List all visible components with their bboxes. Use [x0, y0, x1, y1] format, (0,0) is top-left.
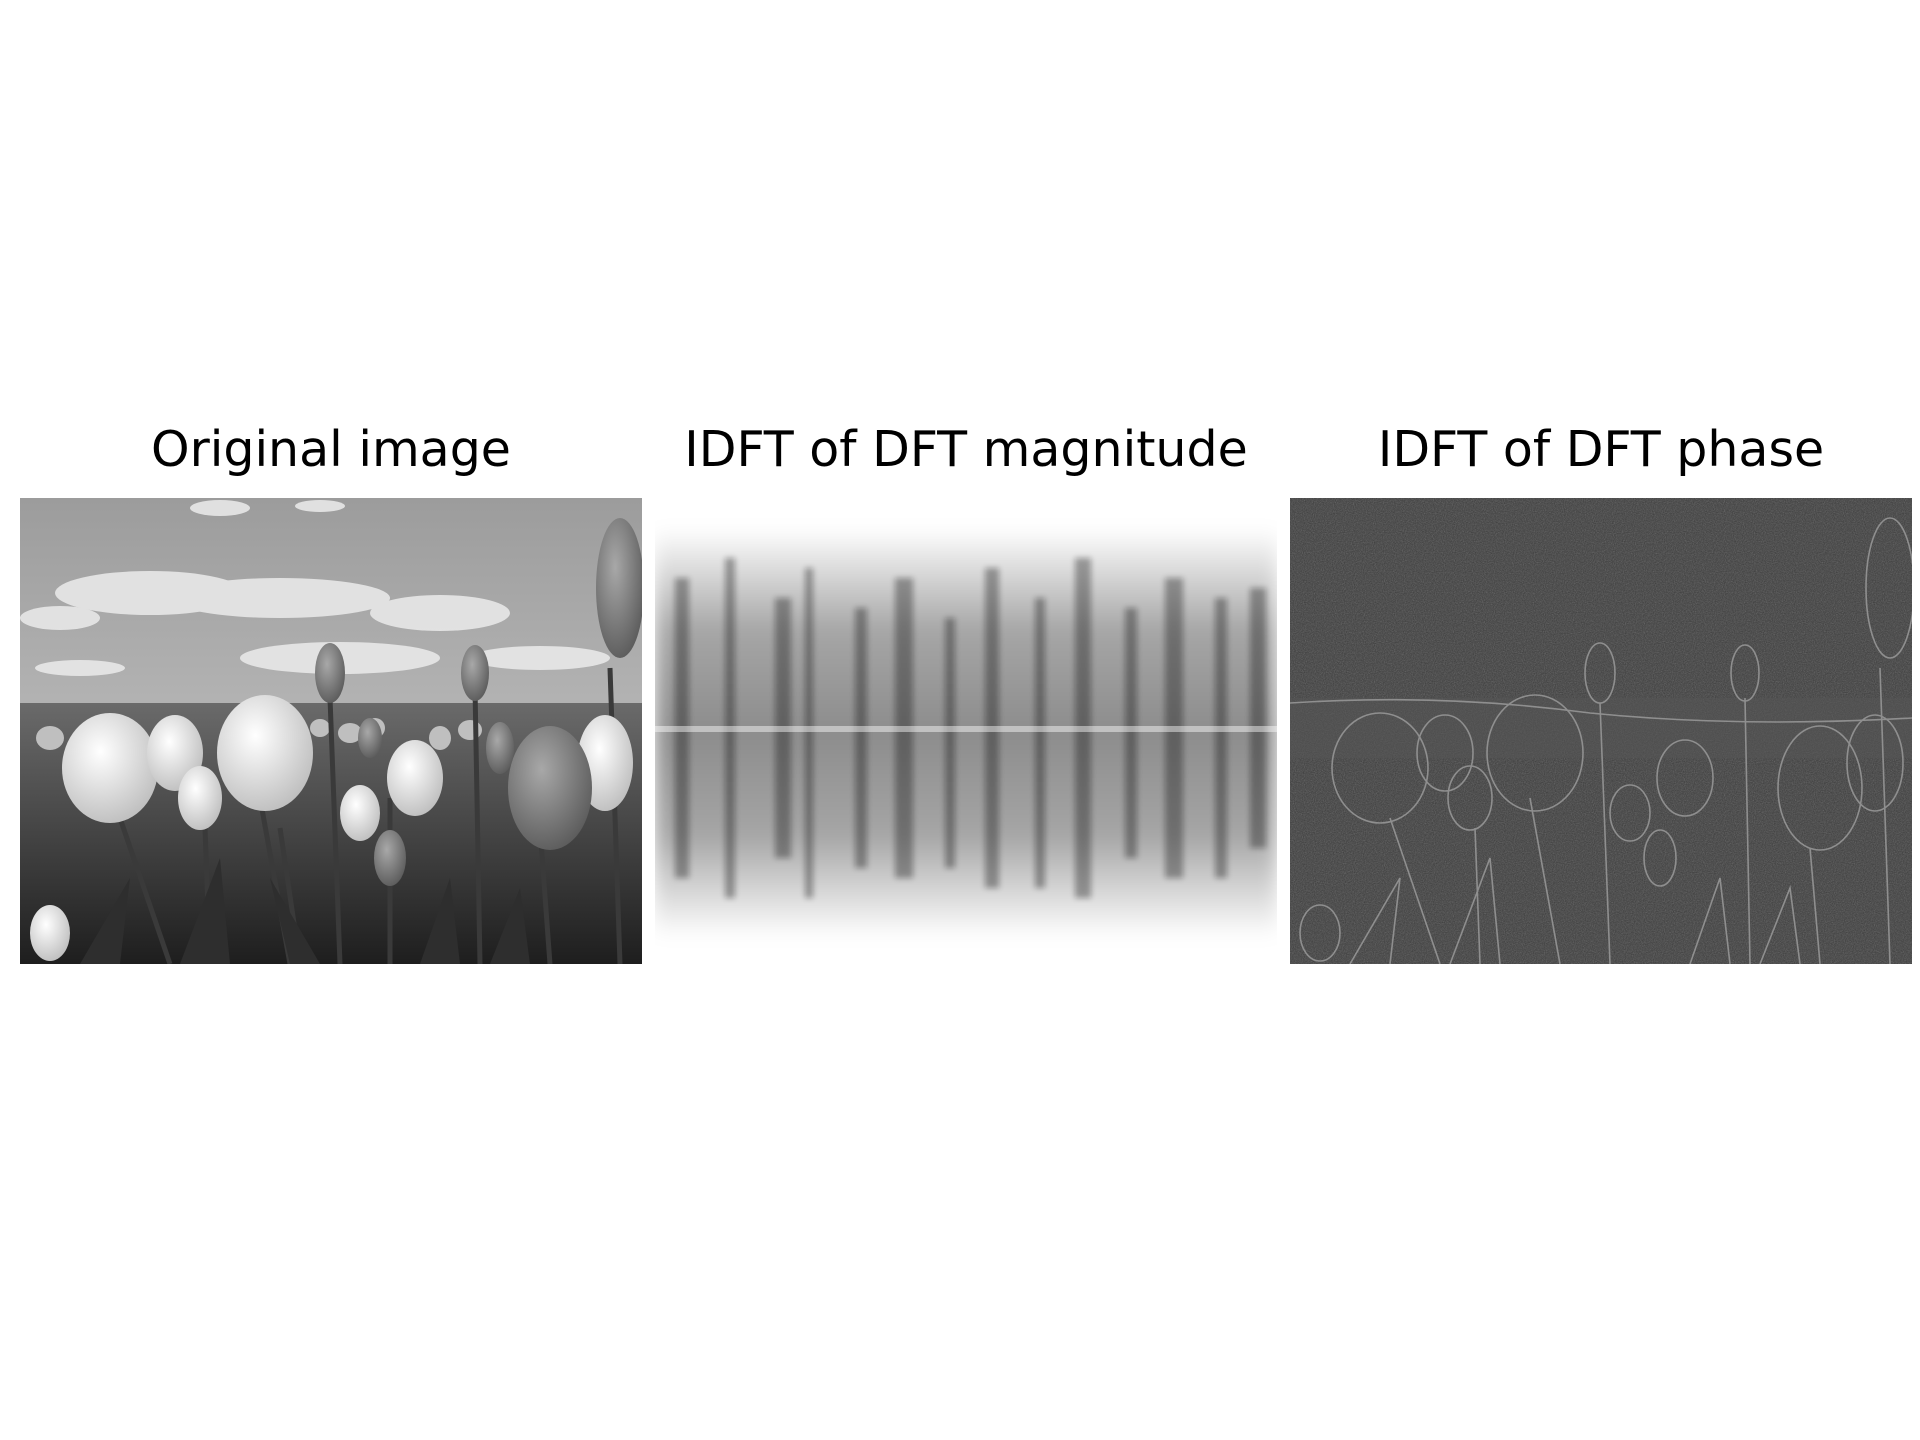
panel-title-phase: IDFT of DFT phase: [1377, 421, 1825, 478]
magnitude-reconstruction-image: [655, 498, 1277, 964]
panel-title-original: Original image: [151, 421, 511, 478]
phase-reconstruction-image: [1290, 498, 1912, 964]
panel-title-magnitude: IDFT of DFT magnitude: [684, 421, 1248, 478]
original-image: [20, 498, 642, 964]
